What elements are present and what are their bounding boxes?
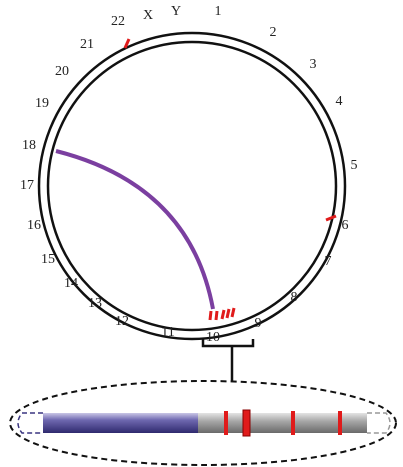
chromosome-label: 21 [80,37,94,52]
chromosome-label: 19 [35,96,49,111]
chromosome-label: 14 [64,276,78,291]
mark [243,410,250,436]
mark [291,411,295,435]
chromosome-label: 2 [270,25,277,40]
chromosome-label: 22 [111,14,125,29]
chromosome-label: 11 [161,325,174,340]
chromosome-label: 20 [55,64,69,79]
mark [216,311,217,320]
bar-segment-purple [43,413,198,433]
chromosome-label: 12 [115,314,129,329]
chromosome-label: 6 [342,218,349,233]
chromosome-label: 18 [22,138,36,153]
chromosome-bar [18,410,390,436]
chromosome-label: Y [171,4,181,19]
chromosome-label: 4 [336,94,343,109]
outer-ring [39,33,345,339]
chromosome-label: 16 [27,218,41,233]
chromosome-label: 3 [310,57,317,72]
chromosome-ring [39,33,345,339]
mark [224,411,228,435]
chromosome-label: 8 [291,290,298,305]
mark [222,310,224,319]
mark [232,308,234,317]
diagram: 12345678910111213141516171819202122XY [0,0,403,467]
mark [210,311,211,320]
mark [338,411,342,435]
chromosome-label: 9 [255,316,262,331]
chromosome-label: X [143,8,153,23]
chromosome-label: 1 [215,4,222,19]
mark [326,216,336,220]
inner-ring [48,42,336,330]
bar-cap-left [18,413,43,433]
chromosome-label: 7 [325,254,332,269]
chromosome-label: 15 [41,252,55,267]
chromosome-label: 17 [20,178,34,193]
chromosome-label: 5 [351,158,358,173]
link-arc [56,151,213,309]
chromosome-label: 13 [88,296,102,311]
zoom-bracket [203,339,253,381]
chromosome-label: 10 [206,330,220,345]
mark [227,309,229,318]
bar-cap-right [367,413,390,433]
